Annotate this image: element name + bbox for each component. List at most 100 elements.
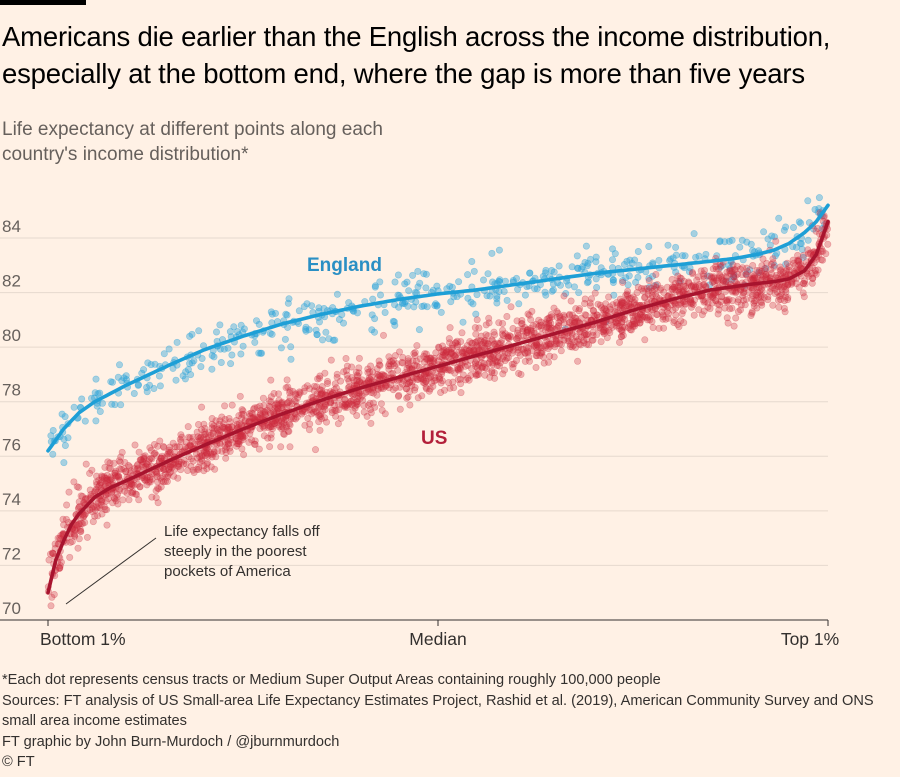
us-dot: [317, 391, 325, 399]
us-dot: [75, 535, 83, 543]
england-dot: [555, 262, 563, 270]
england-dot: [664, 241, 672, 249]
us-dot: [732, 314, 740, 322]
us-dot: [749, 262, 757, 270]
england-dot: [542, 291, 550, 299]
us-dot: [224, 437, 232, 445]
us-dot: [363, 412, 371, 420]
us-dot: [619, 299, 627, 307]
england-dot: [239, 342, 247, 350]
us-dot: [688, 269, 696, 277]
us-dot: [715, 274, 723, 282]
us-dot: [618, 318, 626, 326]
england-dot: [645, 274, 653, 282]
us-dot: [804, 246, 812, 254]
england-dot: [459, 318, 467, 326]
chart-title: Americans die earlier than the English a…: [2, 21, 831, 89]
england-dot: [762, 265, 770, 273]
us-dot: [378, 370, 386, 378]
us-dot: [284, 427, 292, 435]
england-dot: [678, 252, 686, 260]
england-dot: [420, 270, 428, 278]
us-dot: [519, 345, 527, 353]
us-dot: [57, 558, 65, 566]
us-dot: [251, 404, 259, 412]
us-dot: [540, 359, 548, 367]
us-dot: [406, 388, 414, 396]
us-dot: [800, 279, 808, 287]
us-dot: [127, 480, 135, 488]
us-dot: [777, 270, 785, 278]
us-dot: [687, 297, 695, 305]
england-dot: [60, 459, 68, 467]
us-dot: [747, 312, 755, 320]
us-dot: [171, 448, 179, 456]
us-dot: [545, 319, 553, 327]
england-dot: [623, 257, 631, 265]
us-dot: [589, 306, 597, 314]
y-tick-label: 74: [2, 490, 21, 509]
us-dot: [660, 304, 668, 312]
england-dot: [464, 271, 472, 279]
us-dot: [367, 362, 375, 370]
us-dot: [543, 337, 551, 345]
us-dot: [694, 273, 702, 281]
us-dot: [110, 459, 118, 467]
us-dot: [591, 313, 599, 321]
us-dot: [495, 353, 503, 361]
us-dot: [721, 304, 729, 312]
us-dot: [444, 366, 452, 374]
us-dot: [537, 349, 545, 357]
england-dot: [271, 309, 279, 317]
england-dot: [488, 249, 496, 257]
us-dot: [200, 434, 208, 442]
us-dot: [196, 449, 204, 457]
us-dot: [613, 319, 621, 327]
us-dot: [617, 333, 625, 341]
us-dot: [536, 322, 544, 330]
england-dot: [188, 330, 196, 338]
england-dot: [766, 241, 774, 249]
england-dot: [469, 300, 477, 308]
us-dot: [239, 433, 247, 441]
us-dot: [488, 369, 496, 377]
england-dot: [81, 417, 89, 425]
england-dot: [305, 326, 313, 334]
england-dot: [312, 326, 320, 334]
us-dot: [272, 400, 280, 408]
us-dot: [693, 276, 701, 284]
england-dot: [483, 292, 491, 300]
england-dot: [811, 205, 819, 213]
england-dot: [645, 243, 653, 251]
england-dot: [431, 302, 439, 310]
us-dot: [404, 355, 412, 363]
us-dot: [387, 362, 395, 370]
us-dot: [744, 268, 752, 276]
us-dot: [148, 493, 156, 501]
us-dot: [670, 317, 678, 325]
gridlines: [0, 237, 829, 626]
us-dot: [594, 324, 602, 332]
england-dot: [49, 426, 57, 434]
us-dot: [66, 553, 74, 561]
us-dot: [250, 413, 258, 421]
us-dot: [384, 362, 392, 370]
us-dot: [137, 456, 145, 464]
us-dot: [731, 277, 739, 285]
us-dot: [308, 406, 316, 414]
us-dot: [630, 300, 638, 308]
us-dot: [305, 426, 313, 434]
us-dot: [715, 265, 723, 273]
us-dot: [560, 319, 568, 327]
us-dot: [638, 311, 646, 319]
us-dot: [509, 346, 517, 354]
england-dot: [611, 250, 619, 258]
us-dot: [753, 267, 761, 275]
england-dot: [728, 276, 736, 284]
us-dot: [105, 464, 113, 472]
england-dot: [690, 230, 698, 238]
us-dot: [631, 296, 639, 304]
us-dot: [432, 376, 440, 384]
england-dot: [521, 291, 529, 299]
us-dot: [290, 397, 298, 405]
